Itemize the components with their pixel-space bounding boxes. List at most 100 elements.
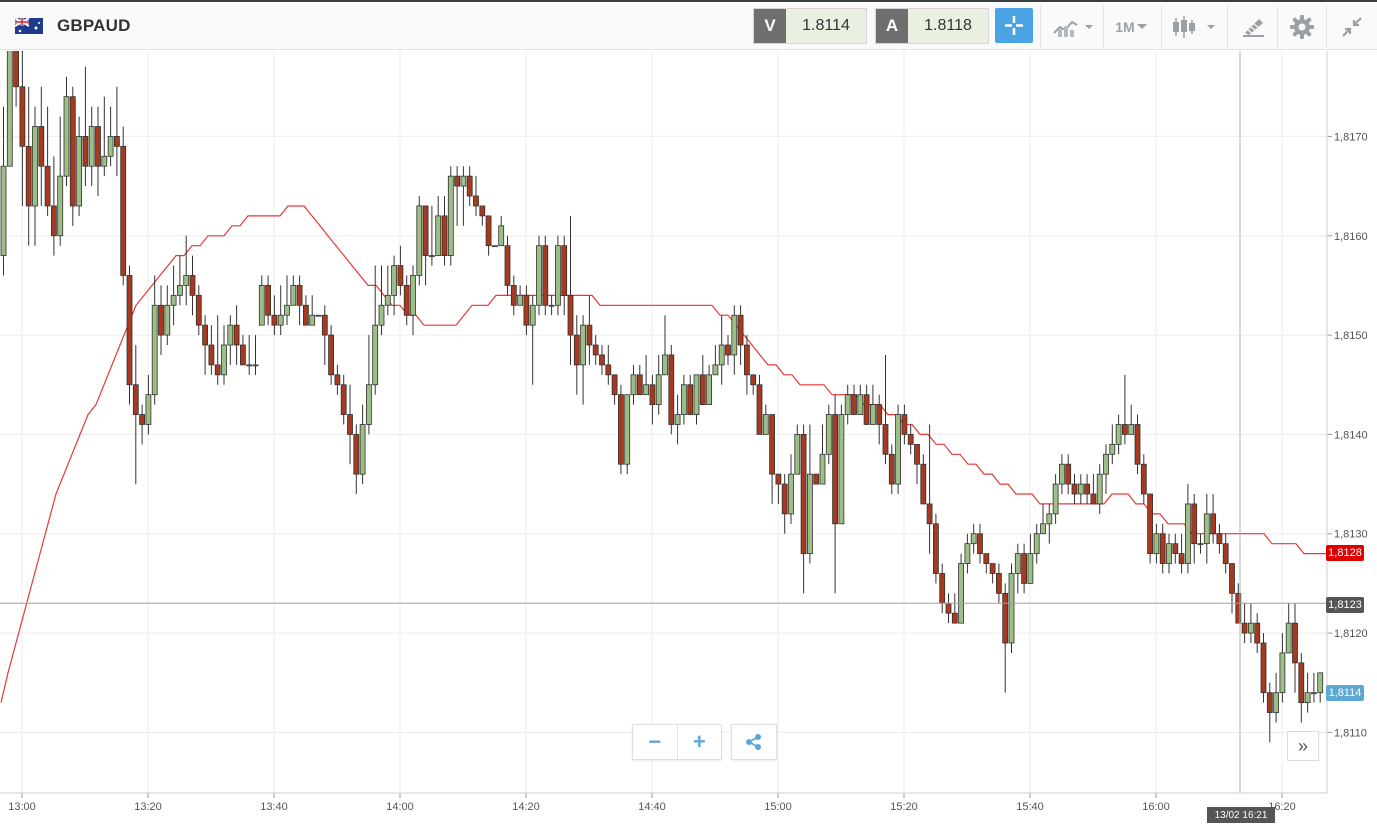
candle-body-bull — [164, 304, 171, 336]
candle — [945, 593, 952, 624]
candle — [655, 354, 662, 415]
candle — [1159, 523, 1166, 574]
candle — [277, 285, 284, 336]
candle — [416, 196, 423, 286]
candle-style-button[interactable] — [1164, 6, 1222, 48]
candle — [1002, 583, 1009, 693]
candle-body-bear — [504, 245, 511, 286]
candle — [1229, 563, 1235, 614]
candle-body-bear — [1266, 692, 1273, 713]
scroll-to-latest-button[interactable]: » — [1287, 731, 1319, 761]
zoom-out-button[interactable]: − — [633, 725, 678, 759]
settings-button[interactable] — [1280, 6, 1324, 48]
candle-body-bear — [271, 314, 278, 326]
candle-body-bear — [926, 503, 933, 525]
candle-body-bull — [580, 324, 586, 366]
candle-body-bear — [996, 573, 1002, 594]
candle — [1084, 474, 1090, 504]
price-chart[interactable]: 1,8170 1,8160 1,8150 1,8140 1,8130 1,8120 1,81… — [0, 51, 1377, 827]
candle-body-bear — [1159, 533, 1166, 564]
candle-body-bull — [1077, 483, 1084, 495]
candle-body-bull — [1197, 543, 1204, 546]
candle — [775, 473, 782, 504]
sell-price-button[interactable]: V 1.8114 — [753, 8, 867, 44]
candle-body-bull — [57, 175, 64, 237]
candle — [454, 166, 461, 226]
y-tick-label: 1,8140 — [1334, 429, 1368, 441]
candle-body-bull — [1185, 503, 1191, 564]
candle — [214, 315, 221, 385]
chevron-down-icon — [1136, 24, 1147, 29]
candle-body-bull — [435, 215, 442, 257]
candle — [233, 305, 240, 365]
candle-body-bull — [290, 285, 297, 306]
candle — [120, 126, 127, 286]
candle-body-bear — [567, 294, 574, 336]
buy-price-button[interactable]: A 1.8118 — [875, 8, 989, 44]
candle — [284, 275, 290, 326]
candle-body-bear — [1216, 533, 1223, 545]
candle — [996, 563, 1002, 604]
candle-body-bull — [718, 344, 725, 366]
candle — [781, 474, 788, 534]
candle-body-bull — [170, 294, 177, 306]
candle — [933, 513, 939, 584]
candle — [1260, 633, 1267, 703]
draw-tools-button[interactable] — [1230, 6, 1276, 48]
candle — [321, 305, 328, 365]
crosshair-button[interactable] — [995, 8, 1033, 43]
chart-type-button[interactable] — [1043, 6, 1101, 48]
candle-body-bear — [599, 354, 605, 366]
candle — [951, 593, 958, 624]
moving-average-price-tag: 1,8128 — [1326, 545, 1364, 561]
candle — [1197, 533, 1204, 554]
candle-body-bear — [1292, 622, 1298, 664]
collapse-button[interactable] — [1329, 6, 1375, 48]
candle-body-bull — [1153, 533, 1160, 555]
candle — [391, 255, 398, 316]
candle — [271, 295, 278, 336]
candle — [674, 394, 681, 445]
moving-average-layer — [0, 205, 1327, 703]
candle-body-bull — [1273, 692, 1279, 713]
candle-body-bull — [252, 364, 259, 367]
candle-body-bear — [19, 86, 26, 147]
candle — [718, 315, 725, 385]
candle — [359, 404, 366, 485]
candle — [725, 335, 731, 365]
candle — [586, 295, 593, 365]
candle-body-bull — [410, 275, 416, 316]
candle — [542, 235, 549, 316]
x-tick-label: 14:00 — [386, 801, 414, 813]
candle-body-bull — [964, 543, 971, 564]
candle-body-bear — [397, 265, 404, 286]
candle — [769, 414, 775, 504]
candle-body-bull — [895, 414, 901, 485]
candle-body-bear — [38, 126, 45, 167]
timeframe-button[interactable]: 1M — [1106, 6, 1158, 48]
candle-body-bull — [555, 245, 561, 306]
candle — [825, 404, 832, 465]
zoom-in-button[interactable]: + — [692, 729, 706, 754]
candle — [920, 454, 927, 505]
candle — [580, 315, 586, 405]
candle — [529, 295, 536, 385]
candle-body-bear — [1172, 543, 1179, 555]
candle — [857, 384, 864, 415]
candle-body-bear — [744, 344, 750, 376]
candle-body-bull — [32, 126, 38, 207]
candle — [1254, 613, 1261, 653]
candle — [573, 315, 580, 395]
share-button[interactable] — [731, 724, 777, 760]
candle — [0, 106, 7, 276]
candle — [699, 354, 706, 406]
candle-body-bear — [1235, 592, 1242, 624]
candle-body-bull — [825, 414, 832, 455]
candle — [1203, 494, 1210, 564]
candle-body-bull — [63, 96, 70, 177]
candle — [1210, 494, 1216, 544]
crosshair-time-tag: 13/02 16:21 — [1207, 807, 1275, 823]
candle-body-bear — [510, 285, 517, 306]
candle-body-bull — [447, 175, 454, 257]
candle-body-bear — [1140, 463, 1147, 495]
